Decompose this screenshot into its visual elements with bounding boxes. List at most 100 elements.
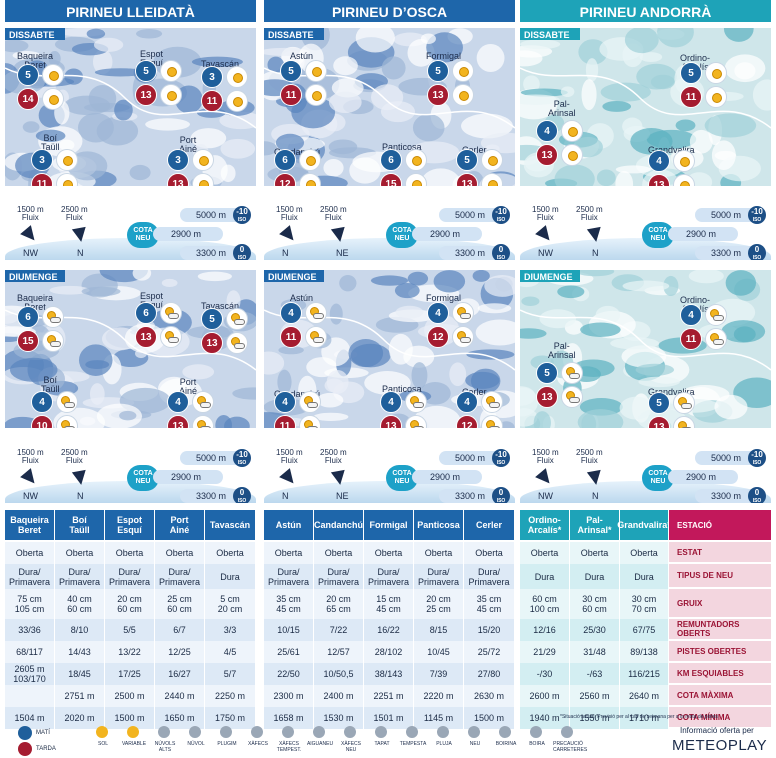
table-cell: Oberta: [570, 542, 620, 564]
cloud-icon: [569, 373, 580, 379]
region-header: PIRINEU ANDORRÀ: [520, 0, 771, 22]
flux-high-label: 2500 m Fluix: [576, 205, 603, 222]
cloud-icon: [460, 313, 471, 319]
table-column-header: Port Ainé: [155, 510, 205, 540]
iso-label: ISO: [752, 255, 762, 260]
morning-level: 6: [17, 306, 39, 328]
altitude-strip: 1500 m Fluix 2500 m Fluix NW N 5000 m -10 ISO COT…: [520, 443, 771, 503]
afternoon-weather-icon: [561, 386, 583, 408]
afternoon-weather-icon: [705, 86, 727, 108]
wind-arrow-icon: [535, 468, 555, 488]
sun-icon: [49, 71, 59, 81]
wind-arrow-icon: [71, 469, 89, 487]
table-row-label: KM ESQUIABLES: [669, 663, 771, 683]
legend-weather-label: PLUJA: [436, 741, 452, 747]
sun-icon: [678, 421, 687, 428]
wind-direction-low: NW: [23, 491, 38, 501]
afternoon-weather-icon: [481, 415, 503, 428]
table-cell: 1501 m: [364, 707, 414, 729]
sun-icon: [63, 156, 73, 166]
wind-direction-low: NW: [538, 248, 553, 258]
morning-level: 5: [17, 64, 39, 86]
isotherm-badge: 0 ISO: [233, 244, 251, 260]
sun-icon: [488, 156, 498, 166]
afternoon-weather-icon: [160, 326, 182, 348]
day-band: [264, 270, 324, 282]
day-label: DIUMENGE: [9, 272, 58, 282]
legend-weather-label: VARIABLE: [121, 741, 147, 747]
iso-value: -10: [495, 450, 507, 459]
afternoon-weather-icon: [56, 415, 78, 428]
table-cell: 20 cm 65 cm: [314, 589, 364, 619]
table-cell: Dura/Primavera: [5, 564, 55, 589]
table-cell: 2440 m: [155, 685, 205, 707]
wind-arrow-icon: [330, 469, 348, 487]
isotherm-badge: 0 ISO: [748, 487, 766, 503]
legend-afternoon-label: TARDA: [36, 746, 56, 752]
legend-weather-icon: [375, 726, 387, 738]
table-column-header: Astún: [264, 510, 314, 540]
station-label: Tavascán: [201, 59, 240, 69]
isotherm-bottom: 3300 m: [439, 489, 507, 503]
sun-icon: [680, 181, 690, 186]
sun-icon: [412, 180, 422, 186]
cloud-icon: [200, 426, 211, 428]
table-cell: Dura/Primavera: [105, 564, 155, 589]
legend-weather-icon: [530, 726, 542, 738]
morning-weather-icon: [226, 308, 248, 330]
afternoon-level: 11: [680, 328, 702, 350]
morning-weather-icon: [452, 302, 474, 324]
flux-low-label: 1500 m Fluix: [17, 205, 44, 222]
iso-label: ISO: [237, 498, 247, 503]
legend-weather-icon: [406, 726, 418, 738]
wind-direction-low: NW: [538, 491, 553, 501]
table-cell: 2500 m: [105, 685, 155, 707]
table-cell: 22/50: [264, 663, 314, 685]
isotherm-badge: 0 ISO: [233, 487, 251, 503]
iso-value: 0: [239, 245, 245, 254]
wind-direction-high: N: [592, 248, 599, 258]
flux-low-label: 1500 m Fluix: [17, 448, 44, 465]
afternoon-weather-icon: [561, 144, 583, 166]
station-label: Panticosa: [382, 384, 422, 394]
cloud-icon: [489, 426, 500, 428]
morning-weather-icon: [705, 62, 727, 84]
table-row-label: REMUNTADORS OBERTS: [669, 619, 771, 639]
sun-icon: [712, 69, 722, 79]
table-cell: 15 cm 45 cm: [364, 589, 414, 619]
morning-level: 3: [201, 66, 223, 88]
station-label: Boí Taüll: [41, 375, 60, 394]
morning-weather-icon: [42, 306, 64, 328]
legend-weather-label: BOIRINA: [495, 741, 517, 747]
iso-value: -10: [236, 450, 248, 459]
day-band: [520, 270, 580, 282]
snow-level-altitude: 2900 m: [153, 227, 223, 241]
table-cell: 3/3: [205, 619, 256, 641]
cloud-icon: [681, 403, 692, 409]
snow-level-altitude: 2900 m: [412, 470, 482, 484]
afternoon-level: 11: [280, 326, 302, 348]
morning-weather-icon: [673, 392, 695, 414]
table-cell: Dura/Primavera: [464, 564, 515, 589]
morning-weather-icon: [299, 391, 321, 413]
station-label: Boí Taüll: [41, 133, 60, 152]
table-column-header: Ordino- Arcalís*: [520, 510, 570, 540]
iso-value: 0: [754, 245, 760, 254]
wind-direction-high: N: [592, 491, 599, 501]
table-cell: 2251 m: [364, 685, 414, 707]
morning-level: 4: [380, 391, 402, 413]
sun-icon: [233, 97, 243, 107]
station-label: Pal- Arinsal: [548, 341, 576, 360]
afternoon-weather-icon: [305, 84, 327, 106]
morning-weather-icon: [673, 150, 695, 172]
table-cell: 25/61: [264, 641, 314, 663]
table-cell: 1500 m: [105, 707, 155, 729]
isotherm-bottom: 3300 m: [180, 489, 248, 503]
isotherm-top: 5000 m: [439, 451, 507, 465]
morning-level: 5: [201, 308, 223, 330]
table-column-header: Baqueira Beret: [5, 510, 55, 540]
table-cell: 33/36: [5, 619, 55, 641]
day-label: DISSABTE: [9, 30, 55, 40]
iso-label: ISO: [496, 255, 506, 260]
table-cell: 16/22: [364, 619, 414, 641]
